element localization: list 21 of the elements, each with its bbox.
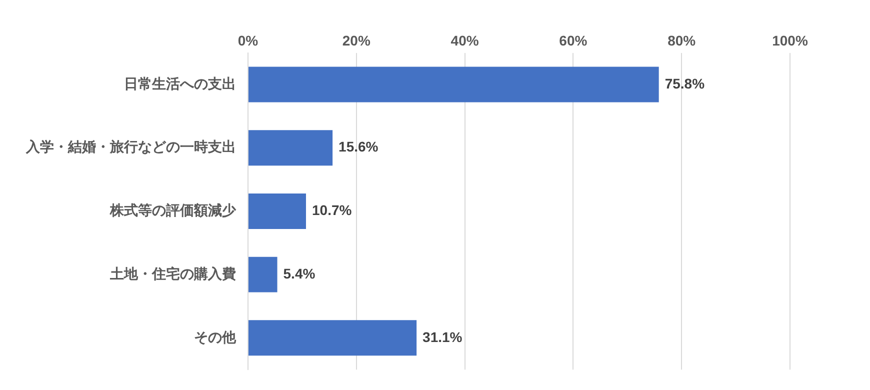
x-tick-label: 40% xyxy=(450,32,480,48)
data-label: 75.8% xyxy=(664,75,706,92)
data-label: 5.4% xyxy=(283,265,316,282)
data-label: 10.7% xyxy=(312,202,352,218)
x-tick-label: 80% xyxy=(668,32,696,48)
y-tick-label: 土地・住宅の購入費 xyxy=(109,265,236,282)
bar xyxy=(248,66,659,102)
x-tick-label: 0% xyxy=(238,32,259,48)
bar xyxy=(248,256,278,292)
bar xyxy=(248,130,333,166)
y-tick-label: その他 xyxy=(194,328,237,345)
data-label: 31.1% xyxy=(422,328,463,345)
data-label: 15.6% xyxy=(338,138,379,155)
x-tick-label: 20% xyxy=(342,32,371,48)
y-tick-label: 日常生活への支出 xyxy=(124,75,236,92)
bar xyxy=(248,320,417,356)
x-tick-label: 100% xyxy=(772,32,808,48)
y-tick-label: 株式等の評価額減少 xyxy=(109,202,237,218)
bar xyxy=(248,193,306,229)
y-tick-label: 入学・結婚・旅行などの一時支出 xyxy=(25,138,236,155)
x-tick-label: 60% xyxy=(559,32,588,48)
